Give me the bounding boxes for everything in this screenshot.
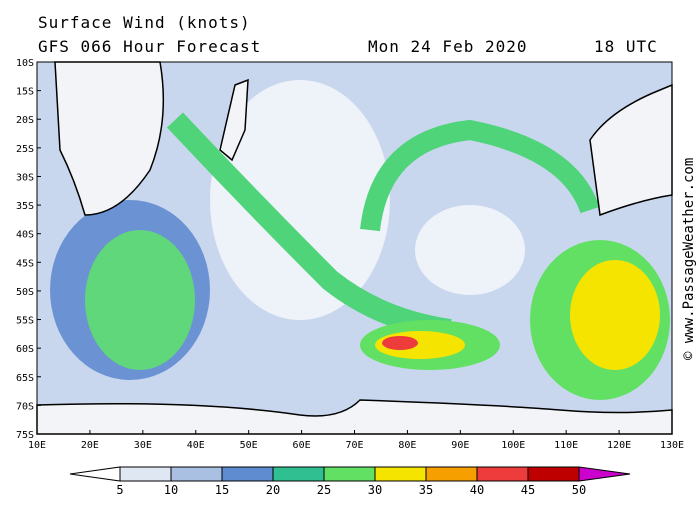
africa — [54, 61, 165, 216]
colorbar-segment — [425, 466, 478, 482]
lat-label: 15S — [16, 87, 34, 98]
lat-label: 60S — [16, 344, 34, 355]
credit: © www.PassageWeather.com — [681, 158, 697, 360]
lon-label: 120E — [607, 440, 631, 451]
colorbar-segment — [476, 466, 529, 482]
lon-label: 90E — [451, 440, 469, 451]
lon-label: 60E — [293, 440, 311, 451]
colorbar-segment — [323, 466, 376, 482]
lon-label: 70E — [345, 440, 363, 451]
lat-label: 10S — [16, 58, 34, 69]
lat-label: 75S — [16, 430, 34, 441]
lon-label: 50E — [240, 440, 258, 451]
antarctica — [36, 399, 673, 435]
lon-label: 40E — [187, 440, 205, 451]
colorbar-segment — [221, 466, 274, 482]
date: Mon 24 Feb 2020 — [368, 37, 528, 56]
calm-zone — [210, 80, 390, 320]
lat-label: 20S — [16, 115, 34, 126]
time: 18 UTC — [594, 37, 658, 56]
colorbar-label: 40 — [470, 483, 484, 497]
lon-label: 30E — [134, 440, 152, 451]
lon-label: 10E — [28, 440, 46, 451]
colorbar-label: 5 — [116, 483, 123, 497]
colorbar-high — [578, 466, 631, 482]
title: Surface Wind (knots) — [38, 13, 251, 32]
lat-label: 25S — [16, 144, 34, 155]
colorbar-label: 45 — [521, 483, 535, 497]
colorbar-label: 30 — [368, 483, 382, 497]
colorbar-label: 35 — [419, 483, 433, 497]
wind-zone — [570, 260, 660, 370]
axes: 10S 15S 20S 25S 30S 35S 40S 45S 50S 55S 60S 65S 70S 7… — [16, 58, 684, 451]
lon-label: 100E — [501, 440, 525, 451]
madagascar — [219, 78, 249, 162]
colorbar-segment — [170, 466, 223, 482]
colorbar-label: 15 — [215, 483, 229, 497]
colorbar-segment — [272, 466, 325, 482]
lat-label: 55S — [16, 316, 34, 327]
colorbar-segment — [119, 466, 172, 482]
lat-label: 50S — [16, 287, 34, 298]
colorbar: 5 10 15 20 25 30 35 40 45 50 — [69, 466, 631, 497]
lat-label: 70S — [16, 401, 34, 412]
wind-band — [166, 112, 452, 341]
lat-label: 65S — [16, 373, 34, 384]
wind-zone — [382, 336, 418, 350]
lon-label: 110E — [554, 440, 578, 451]
colorbar-low — [69, 466, 121, 482]
calm-zone — [415, 205, 525, 295]
wind-zone — [85, 230, 195, 370]
lon-label: 80E — [398, 440, 416, 451]
colorbar-label: 20 — [266, 483, 280, 497]
lat-label: 40S — [16, 230, 34, 241]
lat-label: 35S — [16, 201, 34, 212]
lon-label: 20E — [81, 440, 99, 451]
colorbar-label: 50 — [572, 483, 586, 497]
lat-label: 45S — [16, 258, 34, 269]
colorbar-label: 10 — [164, 483, 178, 497]
model: GFS 066 Hour Forecast — [38, 37, 261, 56]
lon-label: 130E — [660, 440, 684, 451]
australia — [589, 83, 673, 217]
colorbar-segment — [527, 466, 580, 482]
wind-band — [360, 119, 600, 232]
colorbar-label: 25 — [317, 483, 331, 497]
colorbar-segment — [374, 466, 427, 482]
map — [36, 61, 673, 435]
lat-label: 30S — [16, 172, 34, 183]
